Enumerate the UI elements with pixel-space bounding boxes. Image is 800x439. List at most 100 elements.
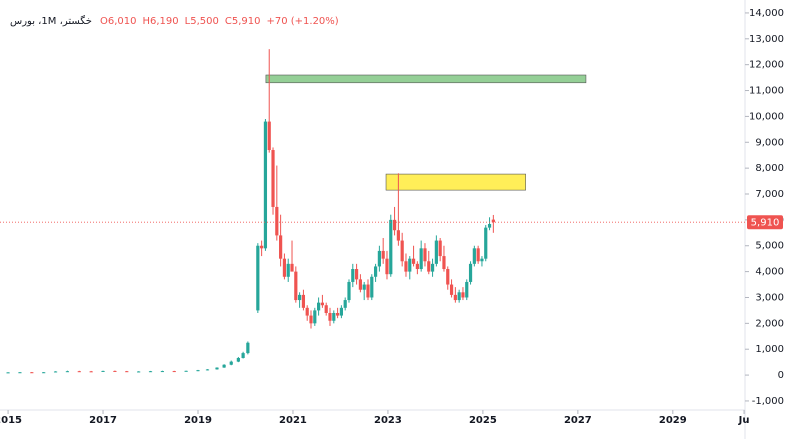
candle-body [53, 371, 58, 373]
y-tick-label: 9,000 [755, 137, 784, 148]
candle-body [396, 230, 400, 241]
candle-body [438, 240, 442, 257]
candle-body [275, 206, 279, 236]
y-tick-label: 5,000 [755, 241, 784, 252]
plot-area [6, 49, 587, 374]
candle-body [480, 258, 484, 262]
candle-body [415, 263, 419, 270]
candle-body [442, 256, 446, 270]
y-tick-label: 0 [778, 370, 784, 381]
y-tick-label: 1,000 [755, 344, 784, 355]
candle-body [347, 281, 351, 301]
candle-body [301, 294, 306, 308]
candle-body [42, 372, 46, 374]
candle-body [205, 369, 210, 371]
candle-body [491, 219, 495, 223]
y-tick-label: 2,000 [755, 318, 784, 329]
zone [265, 74, 587, 84]
candle-body [172, 371, 176, 373]
y-tick-label: 11,000 [749, 86, 784, 97]
candle-body [256, 245, 260, 311]
candle-body [392, 219, 397, 231]
y-tick-label: 7,000 [755, 189, 784, 200]
candle-body [271, 150, 275, 207]
x-tick-label: 2015 [0, 415, 22, 426]
x-tick-label: 2029 [659, 415, 687, 426]
candle-body [343, 300, 347, 308]
candle-body [377, 250, 381, 267]
candle-body [487, 224, 492, 228]
candle-body [30, 372, 34, 374]
candle-body [427, 261, 431, 272]
candle-body [446, 269, 450, 285]
ohlc-label: H6,190 [142, 16, 178, 27]
candle-body [336, 312, 340, 316]
candle-body [313, 310, 317, 324]
x-tick-label: 2025 [469, 415, 497, 426]
candle-body [18, 372, 22, 374]
candle-body [457, 292, 461, 301]
x-tick-label: 2023 [374, 415, 402, 426]
symbol-title: خگستر، 1M، بورس [10, 15, 92, 27]
candle-body [324, 305, 328, 313]
y-tick-label: -1,000 [752, 396, 784, 407]
y-tick-label: 14,000 [749, 8, 784, 19]
candle-body [6, 372, 10, 374]
x-tick-label: 2027 [564, 415, 592, 426]
candle-body [222, 364, 226, 368]
candle-body [215, 367, 219, 370]
candle-body [246, 342, 250, 354]
candle-body [332, 312, 336, 321]
y-tick-label: 4,000 [755, 267, 784, 278]
candle-body [298, 294, 302, 301]
candle-body [160, 371, 164, 373]
candle-body [305, 307, 309, 316]
candle-body [430, 263, 435, 272]
candle-body [408, 258, 412, 272]
candle-body [373, 266, 378, 277]
candle-body [434, 240, 438, 264]
ohlc-label: O6,010 [100, 16, 137, 27]
y-tick-label: 13,000 [749, 34, 784, 45]
last-price-tag [747, 215, 783, 230]
y-tick-label: 10,000 [749, 111, 784, 122]
candle-body [89, 371, 93, 373]
candle-body [263, 121, 268, 249]
candle-body [148, 371, 153, 373]
candle-body [484, 227, 488, 259]
candle-body [196, 370, 200, 372]
candle-body [309, 315, 313, 324]
candle-body [389, 219, 393, 275]
candle-body [453, 294, 457, 301]
candle-body [354, 269, 359, 280]
candle-body [279, 235, 283, 259]
candle-body [113, 370, 117, 372]
candle-body [362, 284, 366, 290]
candle-body [282, 258, 287, 277]
candle-body [317, 302, 321, 311]
y-tick-label: 12,000 [749, 60, 784, 71]
candle-body [77, 371, 81, 373]
candle-body [351, 269, 355, 282]
candle-body [320, 302, 325, 306]
candle-body [229, 361, 233, 365]
x-tick-label: 2019 [184, 415, 212, 426]
candle-body [125, 371, 129, 373]
candle-body [472, 248, 476, 264]
x-tick-label: 2017 [89, 415, 117, 426]
candle-body [137, 371, 141, 373]
candle-body [236, 358, 240, 362]
candle-body [419, 248, 423, 270]
candle-body [294, 271, 298, 301]
candle-body [101, 370, 105, 372]
x-tick-label: 2021 [279, 415, 307, 426]
x-tick-label: Ju [738, 415, 750, 426]
candle-body [476, 248, 480, 262]
candle-body [241, 353, 245, 359]
candle-body [400, 240, 404, 262]
candle-body [423, 248, 427, 262]
candle-body [449, 284, 454, 295]
candle-body [260, 245, 264, 249]
candle-body [339, 307, 343, 316]
